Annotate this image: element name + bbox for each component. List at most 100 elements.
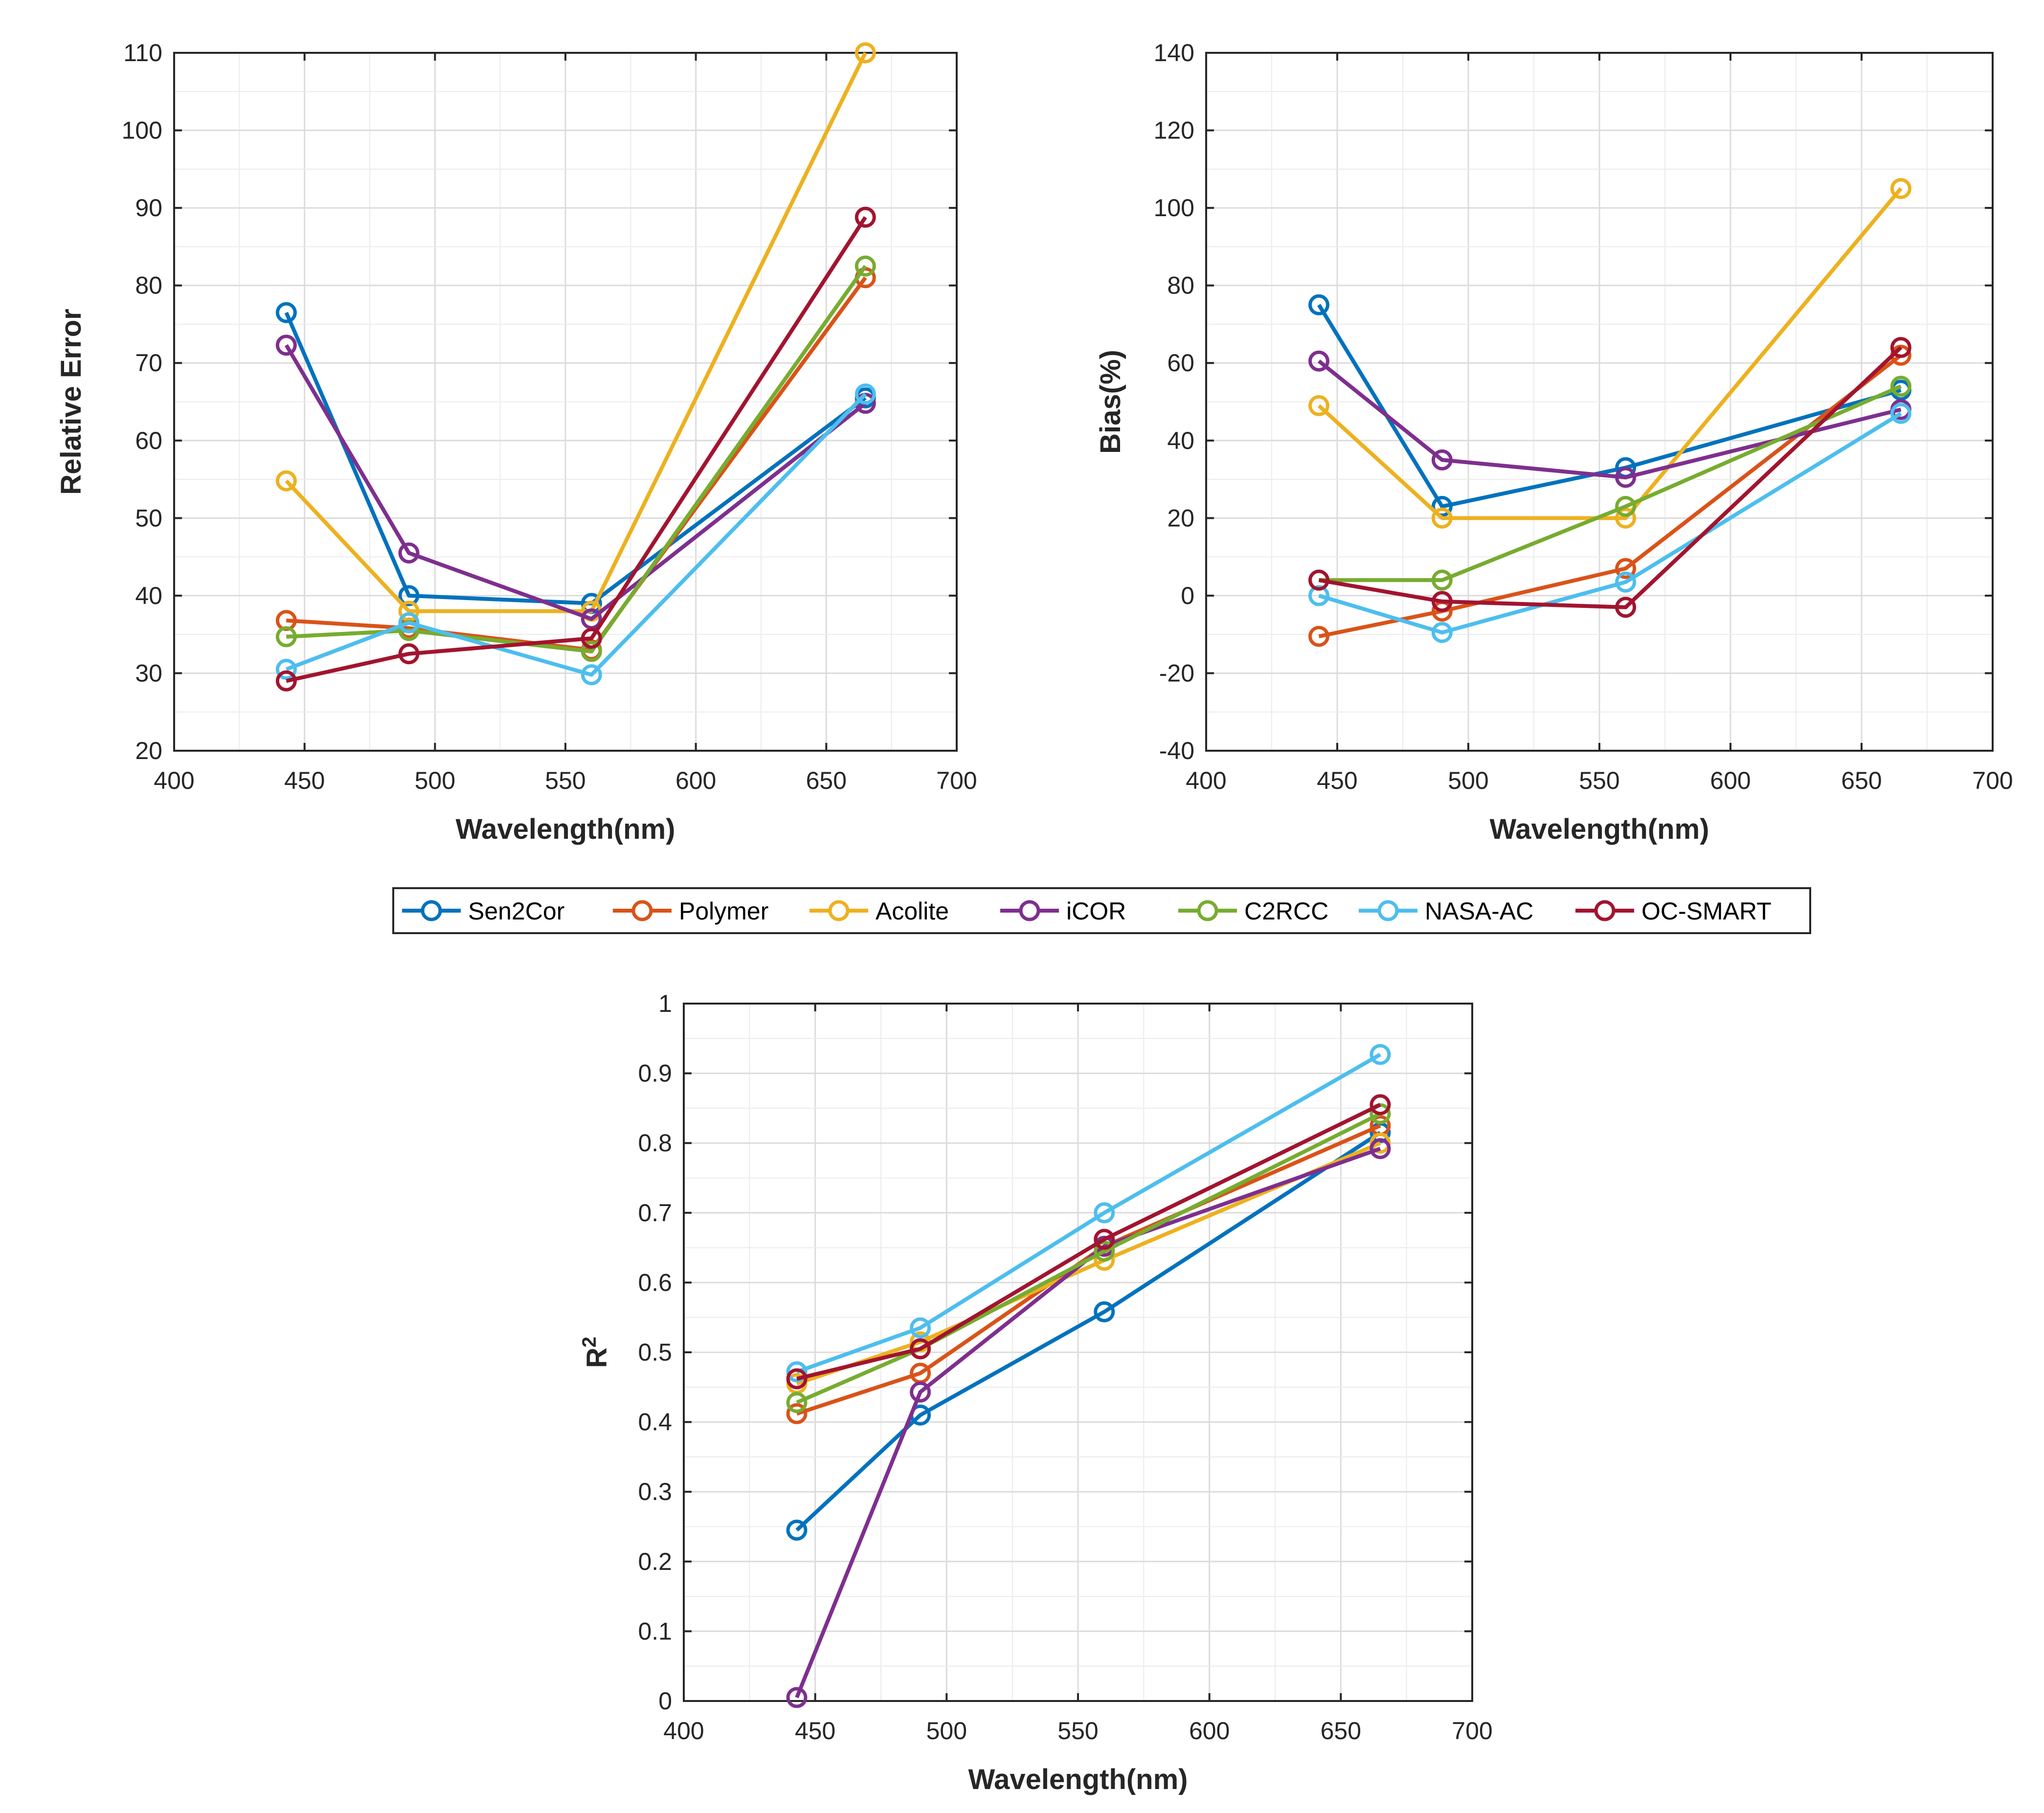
legend-swatch-marker [1197, 900, 1218, 921]
data-point-oc-smart [1370, 1094, 1391, 1116]
data-point-icor [1370, 1138, 1391, 1160]
x-tick-label: 400 [663, 1717, 704, 1745]
data-point-c2rcc [1615, 496, 1637, 517]
series-lines [786, 1044, 1391, 1708]
data-point-icor [581, 608, 602, 629]
y-tick-labels: -40 -20 0 20 40 60 80 100 120 140 [1154, 39, 1194, 764]
data-point-sen2cor [786, 1520, 808, 1541]
y-tick-labels: 0 0.1 0.2 0.3 0.4 0.5 0.6 0.7 0.8 0.9 1 [638, 990, 672, 1715]
y-tick-label: 0.8 [638, 1129, 672, 1157]
series-line-sen2cor [795, 1131, 1382, 1532]
legend-swatch-marker [631, 900, 653, 921]
data-point-oc-smart [786, 1368, 808, 1389]
legend-label-polymer: Polymer [679, 897, 768, 925]
x-tick-label: 600 [1710, 767, 1751, 794]
data-point-icor [1431, 449, 1453, 470]
x-axis-title: Wavelength(nm) [456, 813, 675, 845]
y-tick-label: 0.6 [638, 1269, 672, 1296]
data-point-c2rcc [1094, 1240, 1115, 1262]
data-point-icor [1308, 350, 1329, 372]
data-point-acolite [398, 601, 420, 622]
y-tick-labels: 20 30 40 50 60 70 80 90 100 110 [122, 39, 162, 764]
data-point-oc-smart [910, 1338, 931, 1360]
y-tick-label: 140 [1154, 39, 1194, 67]
x-tick-label: 600 [675, 767, 716, 794]
data-point-oc-smart [1890, 337, 1911, 358]
y-tick-label: 1 [658, 990, 672, 1017]
x-tick-label: 650 [806, 767, 847, 794]
series-line-polymer [1318, 354, 1902, 639]
data-point-oc-smart [854, 206, 876, 228]
data-point-acolite [275, 470, 297, 492]
y-tick-label: 0 [1181, 582, 1194, 609]
series-line-oc-smart [1318, 346, 1903, 609]
series-line-nasa-ac [1318, 411, 1902, 635]
legend-label-c2rcc: C2RCC [1244, 897, 1328, 925]
data-point-c2rcc [1890, 376, 1911, 397]
x-tick-label: 550 [545, 767, 585, 794]
y-tick-label: 0.2 [638, 1548, 672, 1575]
legend-label-icor: iCOR [1066, 897, 1126, 925]
data-point-oc-smart [1094, 1229, 1115, 1250]
series-line-oc-smart [286, 216, 867, 683]
x-axis-title: Wavelength(nm) [968, 1764, 1188, 1795]
data-point-nasa-ac [1308, 585, 1329, 606]
data-point-nasa-ac [786, 1361, 808, 1383]
y-tick-label: 30 [135, 659, 162, 687]
data-point-nasa-ac [581, 664, 602, 686]
data-point-icor [910, 1381, 931, 1403]
legend-swatch-marker [421, 900, 442, 921]
x-tick-label: 450 [284, 767, 325, 794]
data-point-nasa-ac [398, 612, 420, 633]
x-tick-label: 550 [1579, 767, 1619, 794]
data-point-nasa-ac [854, 383, 876, 405]
y-tick-label: 0.3 [638, 1478, 672, 1505]
data-point-icor [1615, 467, 1637, 488]
y-tick-label: 90 [135, 194, 162, 222]
data-point-oc-smart [1431, 591, 1453, 612]
y-tick-label: 0.1 [638, 1617, 672, 1645]
gridlines [1205, 52, 1994, 752]
x-tick-label: 700 [936, 767, 977, 794]
y-tick-label: 60 [135, 427, 162, 454]
series-line-sen2cor [284, 312, 867, 605]
y-tick-label: 100 [122, 117, 162, 144]
data-point-icor [398, 542, 420, 564]
y-tick-label: 0 [658, 1687, 672, 1715]
data-point-sen2cor [398, 585, 420, 606]
data-point-polymer [786, 1403, 808, 1424]
data-point-oc-smart [1308, 569, 1329, 591]
data-point-nasa-ac [1890, 403, 1911, 424]
y-tick-label: 0.9 [638, 1060, 672, 1087]
data-point-sen2cor [275, 302, 297, 323]
y-tick-label: 0.5 [638, 1339, 672, 1366]
data-point-icor [275, 335, 297, 356]
y-tick-label: 40 [1167, 427, 1194, 454]
series-lines [275, 42, 876, 692]
legend-label-sen2cor: Sen2Cor [468, 897, 564, 925]
data-point-acolite [1308, 395, 1329, 416]
series-line-c2rcc [286, 265, 867, 654]
series-line-acolite [285, 52, 867, 613]
x-tick-label: 700 [1972, 767, 2013, 794]
y-axis-title: R2 [579, 1337, 613, 1368]
data-point-oc-smart [275, 670, 297, 692]
data-point-c2rcc [275, 626, 297, 648]
data-point-nasa-ac [1094, 1202, 1115, 1224]
x-tick-label: 700 [1452, 1717, 1492, 1745]
data-point-c2rcc [786, 1392, 808, 1413]
x-tick-label: 550 [1057, 1717, 1098, 1745]
series-line-nasa-ac [285, 392, 867, 677]
x-tick-label: 400 [1186, 767, 1226, 794]
chart-r-squared: 400 450 500 550 600 650 700 0 0.1 0.2 0.3 0.4 0.5 0.… [579, 990, 1493, 1795]
series-line-nasa-ac [796, 1052, 1381, 1374]
y-tick-label: 20 [1167, 504, 1194, 532]
legend-swatch-marker [1377, 900, 1399, 921]
chart-bias: 400 450 500 550 600 650 700 -40 -20 0 20 40 60 80 100… [1095, 39, 2013, 845]
legend-label-nasa-ac: NASA-AC [1425, 897, 1533, 925]
y-tick-label: 70 [135, 349, 162, 377]
legend-label-acolite: Acolite [876, 897, 949, 925]
data-point-polymer [1615, 558, 1637, 579]
series-line-c2rcc [796, 1112, 1381, 1405]
y-tick-label: 80 [135, 272, 162, 299]
